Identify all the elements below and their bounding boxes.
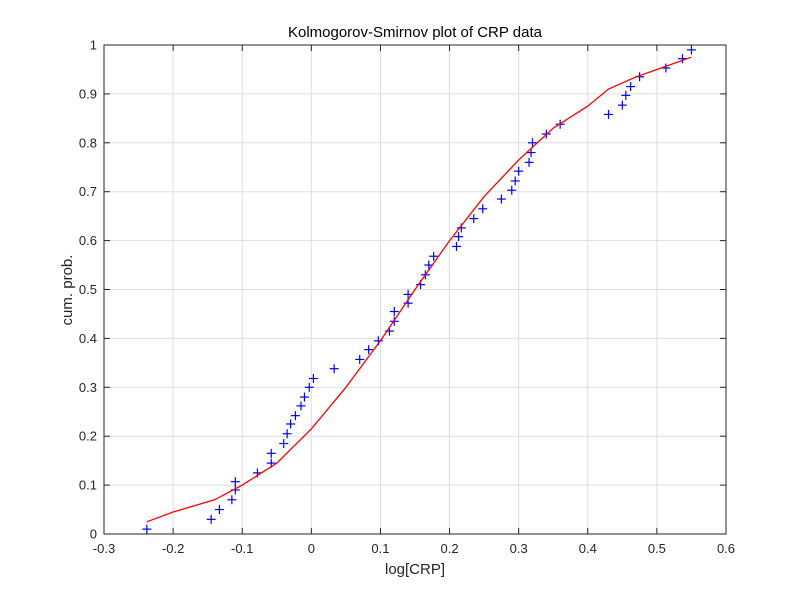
y-axis-label: cum. prob.: [59, 255, 76, 326]
y-tick-label: 0.8: [79, 135, 97, 150]
data-point-marker: [478, 204, 488, 214]
data-point-marker: [469, 214, 479, 224]
y-tick-label: 0.9: [79, 86, 97, 101]
data-point-marker: [507, 185, 517, 195]
y-tick-label: 0.4: [79, 331, 97, 346]
y-tick-label: 0.3: [79, 380, 97, 395]
data-point-marker: [364, 345, 374, 355]
data-point-marker: [454, 232, 464, 242]
x-tick-label: 0.4: [579, 541, 597, 556]
data-point-marker: [227, 495, 237, 505]
data-point-marker: [524, 157, 534, 167]
chart-title: Kolmogorov-Smirnov plot of CRP data: [288, 24, 543, 41]
data-point-marker: [617, 100, 627, 110]
data-point-marker: [304, 382, 314, 392]
data-point-marker: [389, 307, 399, 317]
data-point-marker: [299, 392, 309, 402]
data-point-marker: [451, 241, 461, 251]
x-tick-label: -0.3: [93, 541, 115, 556]
data-point-marker: [355, 354, 365, 364]
y-tick-label: 0.2: [79, 429, 97, 444]
x-tick-label: 0.3: [510, 541, 528, 556]
data-point-marker: [230, 477, 240, 487]
data-point-marker: [604, 109, 614, 119]
ticks: -0.3 -0.2 -0.1 0 0.1 0.2 0.3 0.4 0.5 0.6 0 0.1 0.2 0.…: [79, 38, 735, 557]
data-point-marker: [510, 176, 520, 186]
data-point-marker: [496, 194, 506, 204]
data-point-marker: [514, 166, 524, 176]
x-tick-label: 0.1: [371, 541, 389, 556]
y-tick-label: 0: [90, 527, 97, 542]
x-tick-label: 0.6: [717, 541, 735, 556]
data-point-marker: [214, 505, 224, 515]
data-point-marker: [626, 82, 636, 92]
y-tick-label: 1: [90, 38, 97, 53]
data-point-marker: [429, 251, 439, 261]
data-point-marker: [142, 524, 152, 534]
x-tick-label: 0: [308, 541, 315, 556]
y-tick-label: 0.6: [79, 233, 97, 248]
series-layer: [142, 45, 696, 534]
data-point-marker: [279, 439, 289, 449]
x-tick-label: -0.1: [231, 541, 253, 556]
y-tick-label: 0.5: [79, 282, 97, 297]
data-point-marker: [296, 401, 306, 411]
data-point-marker: [290, 411, 300, 421]
data-point-marker: [282, 429, 292, 439]
data-point-marker: [526, 148, 536, 158]
data-point-marker: [329, 364, 339, 374]
grid: [104, 45, 726, 534]
x-tick-label: -0.2: [162, 541, 184, 556]
x-axis-label: log[CRP]: [385, 561, 445, 578]
fitted-cdf-line: [146, 56, 692, 523]
data-point-marker: [686, 45, 696, 55]
data-point-marker: [286, 419, 296, 429]
data-point-marker: [527, 138, 537, 148]
x-tick-label: 0.2: [441, 541, 459, 556]
data-point-marker: [206, 514, 216, 524]
data-point-marker: [266, 448, 276, 458]
data-point-marker: [621, 90, 631, 100]
y-tick-label: 0.1: [79, 478, 97, 493]
y-tick-label: 0.7: [79, 184, 97, 199]
data-point-marker: [308, 373, 318, 383]
x-tick-label: 0.5: [648, 541, 666, 556]
